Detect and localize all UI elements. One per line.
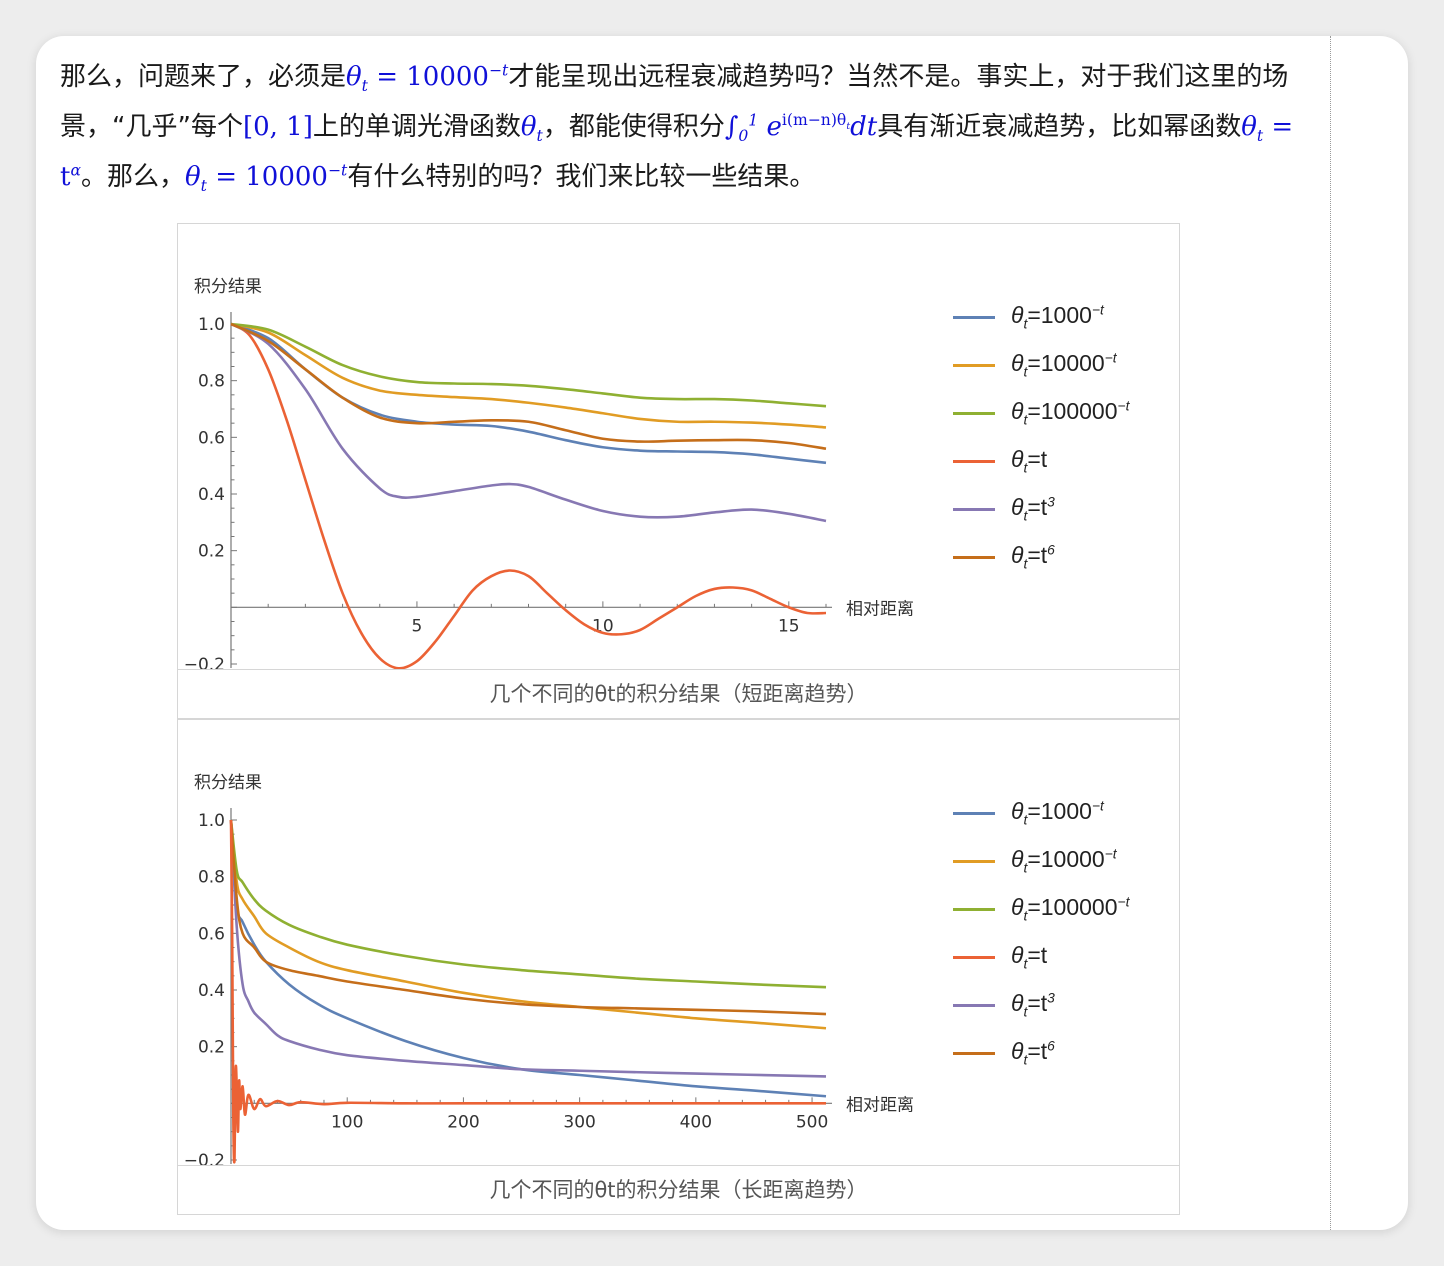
legend-swatch	[953, 460, 995, 463]
legend-label: θt=t3	[1011, 494, 1055, 524]
x-tick-label: 400	[680, 1112, 712, 1132]
series-line	[229, 819, 827, 1078]
x-tick-label: 200	[447, 1112, 479, 1132]
legend-swatch	[953, 412, 995, 415]
legend-swatch	[953, 1004, 995, 1007]
series-line	[230, 322, 827, 408]
series-line	[230, 322, 827, 670]
y-tick-label: 0.4	[198, 981, 225, 1001]
y-axis-label: 积分结果	[194, 277, 262, 297]
text-segment: 上的单调光滑函数	[312, 112, 521, 142]
x-tick-label: 100	[331, 1112, 363, 1132]
intro-paragraph: 那么，问题来了，必须是θt = 10000−t才能呈现出远程衰减趋势吗？当然不是…	[60, 52, 1310, 202]
legend-swatch	[953, 812, 995, 815]
x-tick-label: 15	[778, 616, 800, 636]
text-segment: 才能呈现出远程衰减趋势吗？当然不是。事实上，对于我们这里的场景，“几乎”每个	[60, 62, 1289, 142]
series-line	[229, 819, 826, 1164]
legend-label: θt=t6	[1011, 542, 1055, 572]
legend-swatch	[953, 556, 995, 559]
figure-short-range: 积分结果 相对距离 5 10 15 −0.2 0.2 0.4 0.6 0.8 1.0 θt=1000…	[177, 223, 1180, 719]
legend-swatch	[953, 1052, 995, 1055]
legend-swatch	[953, 908, 995, 911]
column-divider	[1330, 36, 1331, 1230]
y-tick-label: 0.2	[198, 1038, 225, 1058]
text-segment: 。那么，	[80, 162, 185, 192]
legend-label: θt=10000−t	[1011, 846, 1117, 876]
math-theta: θt	[520, 112, 543, 146]
y-tick-label: 0.2	[198, 542, 225, 562]
content-card: 那么，问题来了，必须是θt = 10000−t才能呈现出远程衰减趋势吗？当然不是…	[36, 36, 1408, 1230]
y-axis-label: 积分结果	[194, 773, 262, 793]
y-tick-label: −0.2	[184, 655, 225, 670]
y-tick-label: 1.0	[198, 315, 225, 335]
math-integral: ∫01 ei(m−n)θtdt	[724, 111, 878, 146]
text-segment: 有什么特别的吗？我们来比较一些结果。	[347, 162, 816, 192]
y-tick-label: 0.8	[198, 372, 225, 392]
series-line	[229, 819, 827, 1016]
series-line	[229, 819, 827, 1030]
series-line	[229, 819, 827, 989]
legend-label: θt=1000−t	[1011, 302, 1104, 332]
y-tick-label: 0.8	[198, 868, 225, 888]
legend-swatch	[953, 860, 995, 863]
legend-label: θt=100000−t	[1011, 398, 1130, 428]
math-theta-eq: θt = 10000−t	[185, 161, 348, 196]
legend-label: θt=100000−t	[1011, 894, 1130, 924]
math-theta-eq: θt = 10000−t	[346, 61, 509, 96]
figure-long-range: 积分结果相对距离 100 200 300 400 500 −0.2 0.2 0.4 0.6 0.8 1…	[177, 719, 1180, 1215]
series-line	[229, 819, 827, 1098]
x-axis-label: 相对距离	[846, 599, 914, 619]
math-interval: [0, 1]	[242, 112, 313, 142]
legend-swatch	[953, 316, 995, 319]
legend-label: θt=t	[1011, 942, 1048, 972]
y-tick-label: 0.4	[198, 485, 225, 505]
x-tick-label: 5	[412, 616, 423, 636]
legend-label: θt=1000−t	[1011, 798, 1104, 828]
legend-label: θt=t3	[1011, 990, 1055, 1020]
text-segment: ，都能使得积分	[542, 112, 725, 142]
y-tick-label: −0.2	[184, 1151, 225, 1166]
series-line	[230, 322, 827, 465]
figure-caption: 几个不同的θt的积分结果（短距离趋势）	[178, 669, 1179, 718]
legend-swatch	[953, 508, 995, 511]
math-power: θt = tα	[60, 112, 1294, 192]
series-line	[230, 322, 827, 450]
series-line	[230, 322, 827, 429]
legend-label: θt=10000−t	[1011, 350, 1117, 380]
y-tick-label: 0.6	[198, 924, 225, 944]
text-segment: 具有渐近衰减趋势，比如幂函数	[877, 112, 1242, 142]
text-segment: 那么，问题来了，必须是	[60, 62, 347, 92]
series-line	[230, 322, 827, 523]
x-tick-label: 300	[563, 1112, 595, 1132]
legend-label: θt=t6	[1011, 1038, 1055, 1068]
y-tick-label: 1.0	[198, 811, 225, 831]
x-tick-label: 500	[796, 1112, 828, 1132]
legend-swatch	[953, 956, 995, 959]
legend-label: θt=t	[1011, 446, 1048, 476]
legend-swatch	[953, 364, 995, 367]
y-tick-label: 0.6	[198, 428, 225, 448]
x-axis-label: 相对距离	[846, 1095, 914, 1115]
figure-caption: 几个不同的θt的积分结果（长距离趋势）	[178, 1165, 1179, 1214]
